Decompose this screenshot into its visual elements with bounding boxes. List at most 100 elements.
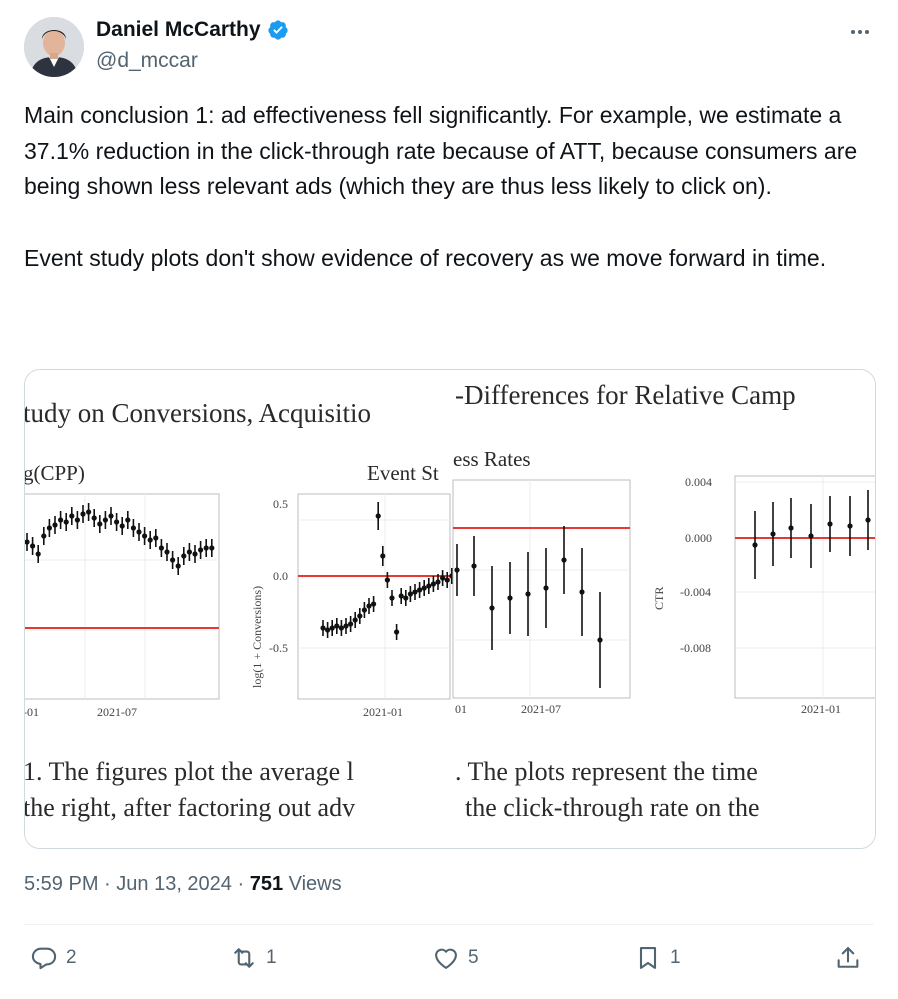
panel4-plot: CTR 0.004 0.000 -0.004 -0.008 2021-01 bbox=[652, 475, 875, 716]
meta-separator: · bbox=[98, 873, 117, 895]
figure-heading-right: -Differences for Relative Camp bbox=[455, 380, 796, 410]
panel2-label: Event St bbox=[367, 461, 439, 485]
panel1-point bbox=[164, 549, 170, 555]
caption-line1-left: 1. The figures plot the average l bbox=[25, 757, 354, 786]
panel3-point bbox=[507, 595, 513, 601]
tweet-date[interactable]: Jun 13, 2024 bbox=[116, 873, 232, 895]
panel2-point bbox=[394, 629, 400, 635]
tweet-text: Main conclusion 1: ad effectiveness fell… bbox=[24, 98, 876, 276]
panel1-point bbox=[58, 517, 64, 523]
panel1-point bbox=[209, 545, 215, 551]
panel1-point bbox=[74, 517, 80, 523]
panel2-point bbox=[384, 577, 390, 583]
panel2-point bbox=[348, 621, 354, 627]
panel1-point bbox=[203, 545, 209, 551]
reply-button[interactable]: 2 bbox=[30, 944, 77, 972]
p4-tick-y4: -0.008 bbox=[680, 641, 711, 655]
panel2-point bbox=[334, 623, 340, 629]
reply-icon bbox=[31, 947, 57, 970]
panel2-point bbox=[417, 587, 423, 593]
figure-heading-left: tudy on Conversions, Acquisitio bbox=[25, 398, 371, 428]
bookmark-count: 1 bbox=[670, 947, 681, 968]
p3-tick-x2: 2021-07 bbox=[521, 702, 561, 716]
meta-separator: · bbox=[231, 873, 250, 895]
p2-tick-y1: 0.5 bbox=[273, 497, 288, 511]
tweet-meta: 5:59 PM · Jun 13, 2024 · 751 Views bbox=[24, 873, 342, 896]
panel1-point bbox=[97, 521, 103, 527]
panel3-plot: 01 2021-07 bbox=[452, 479, 631, 716]
tweet-paragraph-2: Event study plots don't show evidence of… bbox=[24, 244, 827, 271]
panel2-point bbox=[444, 577, 450, 583]
tweet-image[interactable]: tudy on Conversions, Acquisitio -Differe… bbox=[24, 369, 876, 849]
panel2-point bbox=[329, 625, 335, 631]
like-button[interactable]: 5 bbox=[432, 944, 479, 972]
panel1-plot: -01 2021-07 bbox=[25, 493, 220, 719]
panel2-point bbox=[343, 623, 349, 629]
panel3-point bbox=[471, 563, 477, 569]
p4-ylabel: CTR bbox=[652, 587, 666, 610]
panel1-point bbox=[136, 529, 142, 535]
bookmark-icon bbox=[639, 947, 657, 969]
repost-button[interactable]: 1 bbox=[230, 944, 277, 972]
panel3-point bbox=[561, 557, 567, 563]
panel1-point bbox=[25, 539, 30, 545]
panel4-point bbox=[752, 542, 758, 548]
panel2-point bbox=[371, 601, 377, 607]
panel1-point bbox=[91, 515, 97, 521]
p1-tick-x1: -01 bbox=[25, 705, 39, 719]
panel1-point bbox=[181, 553, 187, 559]
panel1-point bbox=[147, 537, 153, 543]
p4-tick-y2: 0.000 bbox=[685, 531, 712, 545]
more-options-icon[interactable] bbox=[846, 18, 874, 46]
views-label: Views bbox=[283, 873, 342, 895]
panel1-point bbox=[30, 543, 36, 549]
panel2-point bbox=[357, 613, 363, 619]
panel1-point bbox=[198, 547, 204, 553]
panel4-point bbox=[865, 517, 871, 523]
panel2-point bbox=[407, 591, 413, 597]
panel2-point bbox=[389, 595, 395, 601]
p4-tick-x1: 2021-01 bbox=[801, 702, 841, 716]
avatar[interactable] bbox=[24, 17, 84, 77]
p1-tick-x2: 2021-07 bbox=[97, 705, 137, 719]
panel1-label: g(CPP) bbox=[25, 461, 85, 485]
panel1-point bbox=[86, 509, 92, 515]
panel4-point bbox=[808, 533, 814, 539]
panel1-point bbox=[192, 551, 198, 557]
author-name[interactable]: Daniel McCarthy bbox=[96, 18, 261, 41]
panel2-point bbox=[325, 627, 331, 633]
p3-tick-x1: 01 bbox=[455, 702, 467, 716]
tweet-time[interactable]: 5:59 PM bbox=[24, 873, 99, 895]
share-icon bbox=[837, 947, 859, 968]
panel2-point bbox=[380, 553, 386, 559]
share-button[interactable] bbox=[834, 944, 862, 972]
panel1-point bbox=[153, 535, 159, 541]
action-bar: 2 1 5 1 bbox=[24, 944, 874, 984]
panel1-point bbox=[102, 517, 108, 523]
panel2-point bbox=[421, 585, 427, 591]
panel2-point bbox=[398, 593, 404, 599]
panel4-point bbox=[847, 523, 853, 529]
panel3-point bbox=[489, 605, 495, 611]
divider bbox=[24, 924, 874, 925]
panel1-point bbox=[119, 523, 125, 529]
heart-icon bbox=[435, 948, 457, 969]
like-count: 5 bbox=[468, 947, 479, 968]
paper-figure-crop: tudy on Conversions, Acquisitio -Differe… bbox=[25, 370, 875, 848]
panel2-point bbox=[440, 575, 446, 581]
author-handle[interactable]: @d_mccar bbox=[96, 49, 198, 72]
bookmark-button[interactable]: 1 bbox=[634, 944, 681, 972]
p4-tick-y1: 0.004 bbox=[685, 475, 712, 489]
panel4-point bbox=[827, 521, 833, 527]
repost-icon bbox=[234, 948, 254, 968]
panel4-point bbox=[788, 525, 794, 531]
panel3-point bbox=[454, 567, 460, 573]
panel2-point bbox=[375, 513, 381, 519]
panel1-point bbox=[108, 513, 114, 519]
avatar-photo bbox=[24, 17, 84, 77]
panel1-point bbox=[142, 533, 148, 539]
panel2-point bbox=[352, 617, 358, 623]
panel3-point bbox=[579, 589, 585, 595]
panel1-point bbox=[175, 563, 181, 569]
